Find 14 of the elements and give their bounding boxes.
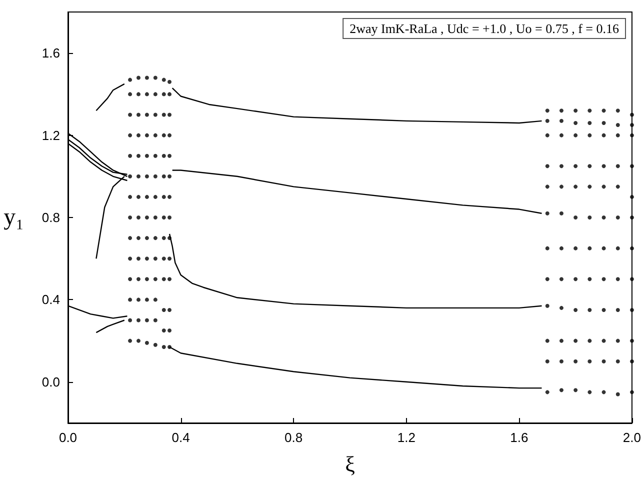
y-tick-label: 0.0: [42, 374, 60, 390]
annotation: 2way ImK-RaLa , Udc = +1.0 , Uo = 0.75 , f = 0.16: [350, 21, 620, 36]
y-tick-label: 0.4: [42, 292, 60, 308]
x-tick-label: 2.0: [622, 430, 642, 445]
y-tick-label: 0.8: [42, 210, 60, 225]
y-tick-label: 1.2: [42, 128, 60, 143]
x-tick-label: 1.6: [510, 430, 528, 445]
y-tick-label: 1.6: [42, 46, 60, 61]
y-axis-title: y₁: [4, 204, 24, 230]
x-axis-title: ξ: [345, 452, 356, 476]
x-tick-label: 0.8: [284, 430, 303, 445]
x-tick-label: 0.4: [172, 430, 190, 445]
x-tick-label: 0.0: [58, 430, 78, 445]
x-tick-label: 1.2: [397, 430, 416, 445]
